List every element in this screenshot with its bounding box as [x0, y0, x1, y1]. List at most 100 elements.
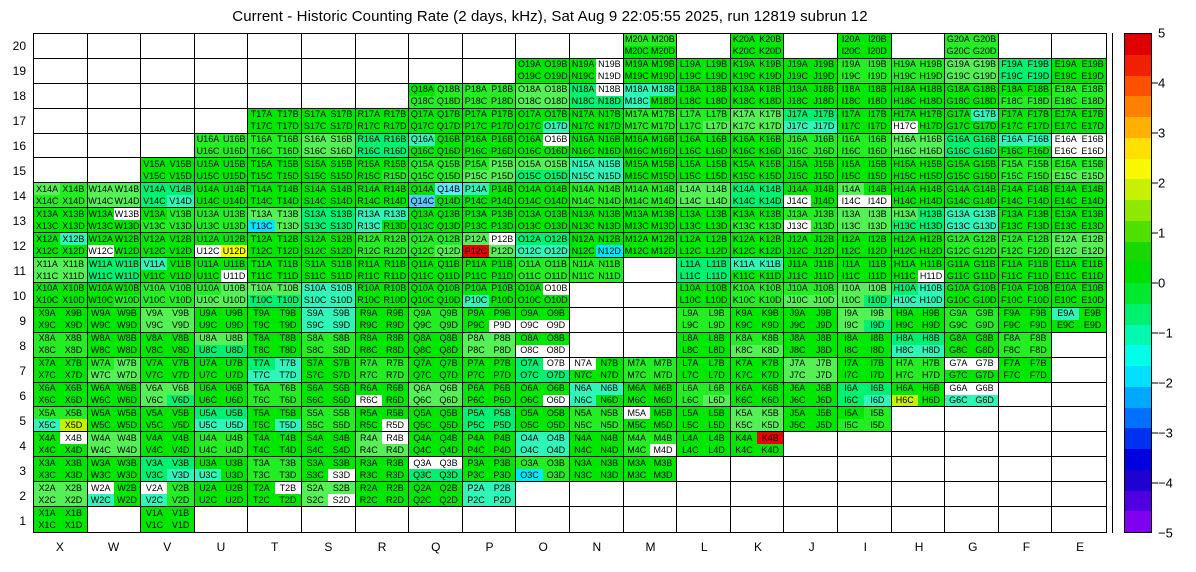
- detector-channel-L10D[interactable]: L10D: [703, 294, 730, 307]
- detector-channel-G16C[interactable]: G16C: [945, 145, 972, 158]
- detector-channel-V6C[interactable]: V6C: [141, 394, 168, 407]
- detector-channel-N19C[interactable]: N19C: [569, 70, 597, 83]
- detector-channel-H13D[interactable]: H13D: [917, 220, 945, 233]
- detector-channel-P12B[interactable]: P12B: [489, 233, 516, 246]
- detector-channel-H15A[interactable]: H15A: [891, 158, 918, 171]
- detector-channel-I17C[interactable]: I17C: [837, 120, 865, 133]
- detector-channel-T6C[interactable]: T6C: [248, 394, 275, 407]
- detector-channel-Q17D[interactable]: Q17D: [435, 120, 462, 133]
- detector-channel-W2C[interactable]: W2C: [87, 494, 114, 507]
- detector-channel-K7C[interactable]: K7C: [730, 369, 758, 382]
- detector-channel-F9A[interactable]: F9A: [998, 307, 1026, 320]
- detector-channel-G9A[interactable]: G9A: [945, 307, 972, 320]
- detector-channel-E9B[interactable]: E9B: [1079, 307, 1106, 320]
- detector-channel-I5B[interactable]: I5B: [864, 407, 891, 420]
- detector-channel-R12B[interactable]: R12B: [381, 233, 409, 246]
- detector-channel-T13A[interactable]: T13A: [248, 208, 275, 221]
- detector-channel-W10A[interactable]: W10A: [87, 282, 114, 295]
- detector-channel-L18B[interactable]: L18B: [703, 83, 730, 96]
- detector-channel-Q10C[interactable]: Q10C: [409, 294, 436, 307]
- detector-channel-U4C[interactable]: U4C: [194, 444, 222, 457]
- detector-channel-O19C[interactable]: O19C: [516, 70, 543, 83]
- detector-channel-S15A[interactable]: S15A: [301, 158, 329, 171]
- detector-channel-I15D[interactable]: I15D: [864, 170, 891, 183]
- detector-channel-N13A[interactable]: N13A: [569, 208, 597, 221]
- detector-channel-F14A[interactable]: F14A: [998, 183, 1026, 196]
- detector-channel-S17B[interactable]: S17B: [328, 108, 355, 121]
- detector-channel-J14C[interactable]: J14C: [784, 195, 811, 208]
- detector-channel-O4B[interactable]: O4B: [542, 432, 569, 445]
- detector-channel-L11D[interactable]: L11D: [703, 270, 730, 282]
- detector-channel-O8D[interactable]: O8D: [542, 344, 569, 357]
- detector-channel-R5B[interactable]: R5B: [381, 407, 409, 420]
- detector-channel-K6A[interactable]: K6A: [730, 382, 758, 395]
- detector-channel-W12D[interactable]: W12D: [113, 245, 141, 258]
- detector-channel-I20B[interactable]: I20B: [864, 34, 891, 46]
- detector-channel-S17D[interactable]: S17D: [328, 120, 355, 133]
- detector-channel-S11D[interactable]: S11D: [328, 270, 355, 282]
- detector-channel-M4C[interactable]: M4C: [623, 444, 650, 457]
- detector-channel-K11D[interactable]: K11D: [757, 270, 784, 282]
- detector-channel-P5A[interactable]: P5A: [462, 407, 490, 420]
- detector-channel-T10C[interactable]: T10C: [248, 294, 275, 307]
- detector-channel-T6B[interactable]: T6B: [274, 382, 301, 395]
- detector-channel-I7B[interactable]: I7B: [864, 357, 891, 370]
- detector-channel-G7B[interactable]: G7B: [971, 357, 998, 370]
- detector-channel-P13D[interactable]: P13D: [489, 220, 516, 233]
- detector-channel-G9C[interactable]: G9C: [945, 319, 972, 332]
- detector-channel-V12C[interactable]: V12C: [141, 245, 168, 258]
- detector-channel-U2C[interactable]: U2C: [194, 494, 222, 507]
- detector-channel-G6C[interactable]: G6C: [945, 394, 972, 407]
- detector-channel-H6D[interactable]: H6D: [917, 394, 945, 407]
- detector-channel-M19B[interactable]: M19B: [649, 58, 677, 71]
- detector-channel-U2A[interactable]: U2A: [194, 482, 222, 495]
- detector-channel-X3C[interactable]: X3C: [34, 469, 61, 482]
- detector-channel-Q11A[interactable]: Q11A: [409, 258, 436, 271]
- detector-channel-O16D[interactable]: O16D: [542, 145, 569, 158]
- detector-channel-G13C[interactable]: G13C: [945, 220, 972, 233]
- detector-channel-K6C[interactable]: K6C: [730, 394, 758, 407]
- detector-channel-F12B[interactable]: F12B: [1025, 233, 1052, 246]
- detector-channel-R13D[interactable]: R13D: [381, 220, 409, 233]
- detector-channel-W9A[interactable]: W9A: [87, 307, 114, 320]
- detector-channel-I14C[interactable]: I14C: [837, 195, 865, 208]
- detector-channel-H16B[interactable]: H16B: [917, 133, 945, 146]
- detector-channel-Q8B[interactable]: Q8B: [435, 332, 462, 345]
- detector-channel-N4A[interactable]: N4A: [569, 432, 597, 445]
- detector-channel-M3B[interactable]: M3B: [649, 457, 677, 470]
- detector-channel-I16A[interactable]: I16A: [837, 133, 865, 146]
- detector-channel-F15A[interactable]: F15A: [998, 158, 1026, 171]
- detector-channel-Q10A[interactable]: Q10A: [409, 282, 436, 295]
- detector-channel-J17D[interactable]: J17D: [810, 120, 837, 133]
- detector-channel-L9B[interactable]: L9B: [703, 307, 730, 320]
- detector-channel-V12A[interactable]: V12A: [141, 233, 168, 246]
- detector-channel-I10D[interactable]: I10D: [864, 294, 891, 307]
- detector-channel-Q12B[interactable]: Q12B: [435, 233, 462, 246]
- detector-channel-J19A[interactable]: J19A: [784, 58, 811, 71]
- detector-channel-L7C[interactable]: L7C: [677, 369, 704, 382]
- detector-channel-H17B[interactable]: H17B: [917, 108, 945, 121]
- detector-channel-K10B[interactable]: K10B: [757, 282, 784, 295]
- detector-channel-O13A[interactable]: O13A: [516, 208, 543, 221]
- detector-channel-P18C[interactable]: P18C: [462, 95, 490, 108]
- detector-channel-X14A[interactable]: X14A: [34, 183, 61, 196]
- detector-channel-N18C[interactable]: N18C: [569, 95, 597, 108]
- detector-channel-P12C[interactable]: P12C: [462, 245, 490, 258]
- detector-channel-I10B[interactable]: I10B: [864, 282, 891, 295]
- detector-channel-P15A[interactable]: P15A: [462, 158, 490, 171]
- detector-channel-G10C[interactable]: G10C: [945, 294, 972, 307]
- detector-channel-K17A[interactable]: K17A: [730, 108, 758, 121]
- detector-channel-M4D[interactable]: M4D: [649, 444, 677, 457]
- detector-channel-V8A[interactable]: V8A: [141, 332, 168, 345]
- detector-channel-S16D[interactable]: S16D: [328, 145, 355, 158]
- detector-channel-X5A[interactable]: X5A: [34, 407, 61, 420]
- detector-channel-W5A[interactable]: W5A: [87, 407, 114, 420]
- detector-channel-F13B[interactable]: F13B: [1025, 208, 1052, 221]
- detector-channel-V15A[interactable]: V15A: [141, 158, 168, 171]
- detector-channel-H15B[interactable]: H15B: [917, 158, 945, 171]
- detector-channel-U3B[interactable]: U3B: [221, 457, 248, 470]
- detector-channel-I18C[interactable]: I18C: [837, 95, 865, 108]
- detector-channel-X3D[interactable]: X3D: [60, 469, 87, 482]
- detector-channel-I13D[interactable]: I13D: [864, 220, 891, 233]
- detector-channel-F17C[interactable]: F17C: [998, 120, 1026, 133]
